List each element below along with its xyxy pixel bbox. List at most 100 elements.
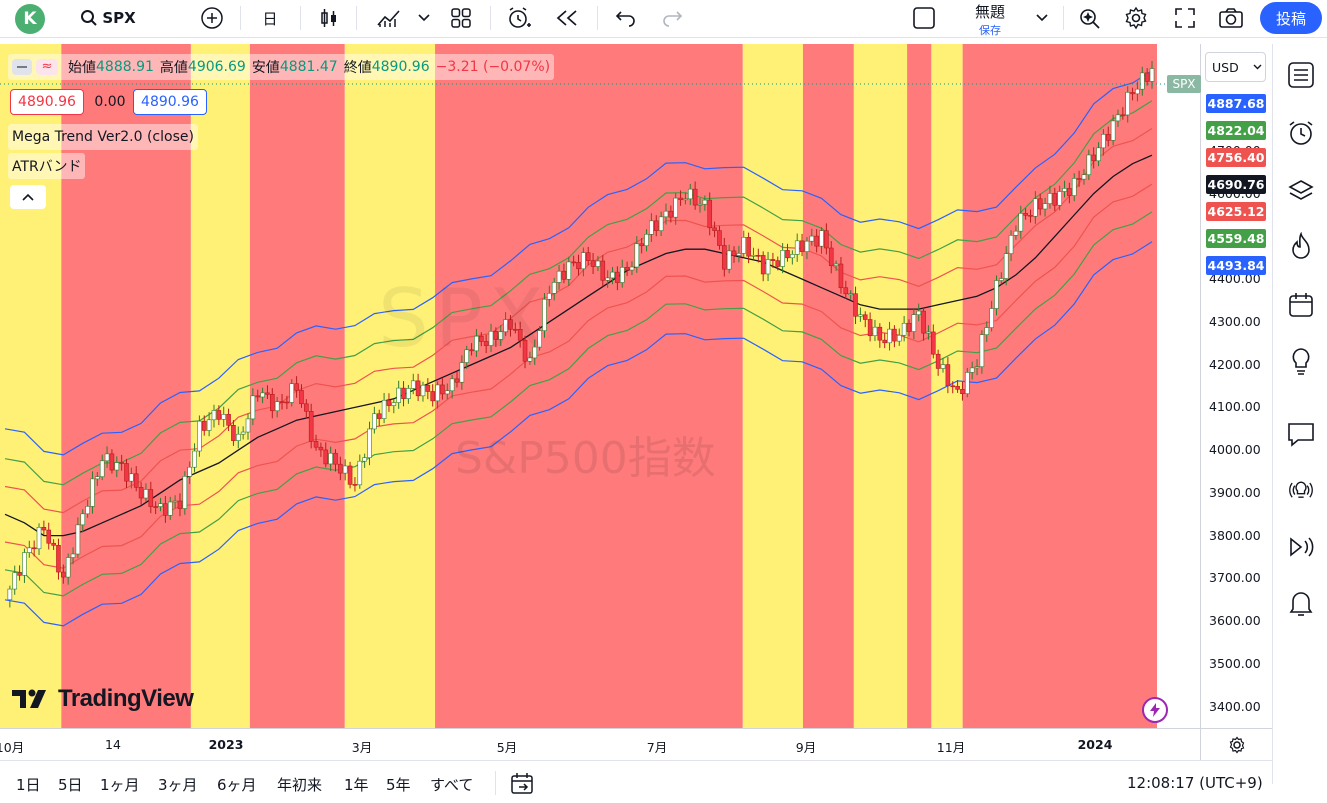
symbol-search-button[interactable]: SPX — [78, 0, 138, 36]
range-5y[interactable]: 5年 — [386, 776, 411, 794]
range-1y[interactable]: 1年 — [344, 776, 369, 794]
candle — [172, 495, 178, 509]
replay-side-button[interactable] — [1286, 532, 1316, 562]
save-label: 保存 — [979, 24, 1001, 37]
collapse-legend-button[interactable] — [10, 185, 46, 209]
high-value: 4906.69 — [187, 59, 246, 75]
sell-price-button[interactable]: 4890.96 — [10, 89, 84, 115]
range-1m[interactable]: 1ヶ月 — [100, 776, 140, 794]
candle — [906, 319, 912, 337]
publish-button[interactable]: 投稿 — [1260, 2, 1322, 34]
lightning-button[interactable] — [1142, 697, 1168, 723]
indicators-dropdown[interactable] — [413, 0, 435, 36]
candle — [328, 446, 333, 471]
candle — [372, 406, 377, 434]
layout-button[interactable] — [908, 0, 940, 36]
layout-name-button[interactable]: 無題 保存 — [960, 0, 1020, 38]
candle — [498, 325, 504, 347]
object-tree-button[interactable] — [1286, 176, 1316, 206]
price-label: 4756.40 — [1206, 148, 1266, 167]
candle — [1013, 225, 1019, 240]
chevron-down-icon — [1036, 14, 1048, 22]
candle — [483, 334, 489, 354]
divider — [356, 6, 357, 30]
time-label: 2024 — [1077, 737, 1113, 752]
indicators-button[interactable] — [372, 0, 406, 36]
price-axis[interactable]: USD SPX 4800.004700.004600.004500.004400… — [1167, 44, 1272, 728]
fullscreen-button[interactable] — [1170, 0, 1200, 36]
candle — [537, 326, 542, 351]
candle — [1047, 185, 1053, 209]
price-label: 4822.04 — [1206, 121, 1266, 140]
clock[interactable]: 12:08:17 (UTC+9) — [1127, 774, 1263, 792]
candle — [211, 404, 217, 428]
publish-label: 投稿 — [1275, 9, 1306, 28]
range-all[interactable]: すべて — [430, 776, 474, 794]
compare-add-button[interactable] — [197, 0, 227, 36]
alert-button[interactable] — [503, 0, 535, 36]
candle — [493, 327, 499, 347]
time-label: 5月 — [496, 740, 518, 755]
ideas-button[interactable] — [1286, 346, 1316, 376]
candle — [22, 548, 27, 583]
indicator-legend-2[interactable]: ATRバンド — [8, 153, 86, 179]
user-avatar[interactable]: K — [15, 4, 45, 34]
snapshot-button[interactable] — [1215, 0, 1247, 36]
candle — [974, 359, 980, 376]
templates-button[interactable] — [446, 0, 476, 36]
chats-button[interactable] — [1286, 420, 1316, 450]
candle — [1110, 114, 1116, 146]
candle — [61, 564, 66, 584]
candle — [90, 471, 95, 514]
chart-pane[interactable]: SPX S&P500指数 ≈ 始値 4888.91 高値 4906.69 安値 488… — [0, 44, 1200, 728]
candle — [804, 237, 810, 260]
candle — [299, 384, 304, 408]
candle — [862, 311, 868, 328]
buy-price-button[interactable]: 4890.96 — [133, 89, 207, 115]
candle — [104, 446, 110, 468]
goto-date-button[interactable] — [510, 772, 536, 796]
candle — [75, 517, 81, 559]
settings-button[interactable] — [1121, 0, 1151, 36]
candle — [965, 367, 970, 398]
replay-button[interactable] — [552, 0, 582, 36]
quick-search-button[interactable] — [1074, 0, 1106, 36]
chart-type-button[interactable] — [314, 0, 344, 36]
streams-button[interactable] — [1286, 476, 1316, 506]
indicator-legend-1[interactable]: Mega Trend Ver2.0 (close) — [8, 124, 198, 150]
candle — [231, 420, 236, 446]
range-6m[interactable]: 6ヶ月 — [217, 776, 257, 794]
candle — [576, 254, 581, 276]
candle — [872, 319, 878, 342]
candle — [571, 255, 576, 267]
collapse-toggle[interactable] — [12, 59, 32, 75]
undo-button[interactable] — [611, 0, 641, 36]
axis-settings-button[interactable] — [1200, 728, 1272, 760]
candle — [532, 339, 538, 365]
candle — [464, 345, 470, 369]
layout-dropdown[interactable] — [1031, 0, 1053, 36]
tradingview-logo[interactable]: TradingView — [12, 684, 194, 714]
candle — [814, 229, 819, 253]
interval-button[interactable]: 日 — [255, 0, 285, 36]
currency-select[interactable]: USD — [1205, 52, 1266, 82]
calendar-button[interactable] — [1286, 290, 1316, 320]
candle — [201, 415, 207, 436]
range-5d[interactable]: 5日 — [58, 776, 83, 794]
candle — [722, 237, 727, 277]
candle — [240, 426, 246, 440]
alerts-button[interactable] — [1286, 118, 1316, 148]
notifications-button[interactable] — [1286, 588, 1316, 618]
range-1d[interactable]: 1日 — [16, 776, 41, 794]
candle — [790, 250, 795, 265]
hotlists-button[interactable] — [1286, 232, 1316, 262]
time-axis[interactable]: 10月 14 2023 3月 5月 7月 9月 11月 2024 — [0, 728, 1200, 760]
range-3m[interactable]: 3ヶ月 — [158, 776, 198, 794]
candle — [1003, 245, 1009, 286]
chart-canvas[interactable] — [0, 44, 1200, 728]
price-tick: 4100.00 — [1209, 399, 1261, 415]
calendar-icon — [1289, 293, 1313, 317]
range-ytd[interactable]: 年初来 — [277, 776, 323, 794]
watchlist-button[interactable] — [1286, 60, 1316, 90]
candle — [780, 243, 785, 274]
